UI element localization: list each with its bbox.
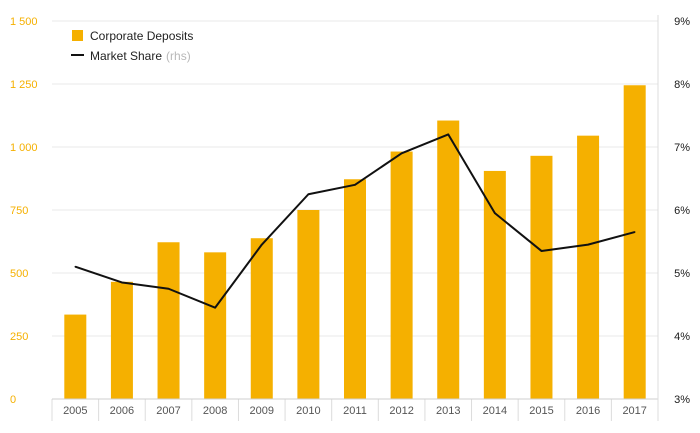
- bar-2017: [623, 85, 646, 399]
- y-left-tick-label: 0: [10, 394, 16, 406]
- y-right-tick-label: 8%: [674, 79, 690, 91]
- x-tick-label: 2015: [529, 405, 553, 417]
- y-left-tick-label: 1 500: [10, 16, 38, 28]
- bar-2007: [157, 242, 180, 399]
- bar-2015: [530, 155, 553, 399]
- left-y-axis: 0 250 500 750 1 000 1 250 1 500: [10, 16, 38, 406]
- y-right-tick-label: 5%: [674, 268, 690, 280]
- line-point-2005: [74, 265, 77, 268]
- line-point-2008: [214, 306, 216, 309]
- line-point-2006: [121, 281, 123, 284]
- line-series-market-share: [74, 133, 636, 309]
- line-point-2010: [307, 193, 310, 196]
- x-axis: 2005 2006 2007 2008 2009 2010 2011 2012 2013 2014…: [51, 15, 659, 421]
- y-left-tick-label: 750: [10, 205, 28, 217]
- x-tick-label: 2016: [576, 405, 600, 417]
- line-point-2016: [587, 243, 589, 246]
- bar-series-corporate-deposits: [64, 85, 646, 399]
- y-left-tick-label: 250: [10, 331, 28, 343]
- legend-series-suffix: (rhs): [166, 49, 191, 63]
- line-point-2011: [354, 184, 356, 186]
- bar-2012: [390, 151, 413, 399]
- x-tick-label: 2009: [250, 405, 274, 417]
- line-point-2017: [633, 231, 636, 233]
- x-tick-label: 2007: [156, 405, 180, 417]
- y-right-tick-label: 9%: [674, 16, 690, 28]
- bar-2011: [344, 179, 366, 399]
- y-right-tick-label: 4%: [674, 331, 690, 343]
- y-right-tick-label: 3%: [674, 394, 690, 406]
- line-point-2015: [540, 250, 543, 252]
- bar-2014: [483, 170, 506, 399]
- line-point-2014: [494, 212, 496, 214]
- x-tick-label: 2014: [483, 405, 507, 417]
- x-tick-label: 2011: [343, 405, 367, 417]
- legend-label-corporate-deposits: Corporate Deposits: [90, 29, 193, 43]
- x-tick-label: 2006: [110, 405, 134, 417]
- line-point-2012: [400, 152, 403, 155]
- y-left-tick-label: 500: [10, 268, 28, 280]
- y-left-tick-label: 1 250: [10, 79, 38, 91]
- x-tick-label: 2005: [63, 405, 87, 417]
- bar-2008: [204, 252, 227, 399]
- bar-2005: [64, 314, 87, 399]
- bar-2016: [577, 135, 600, 399]
- x-tick-label: 2013: [436, 405, 460, 417]
- legend-series-name: Market Share: [90, 49, 162, 63]
- line-point-2009: [260, 243, 263, 246]
- x-tick-label: 2010: [296, 405, 320, 417]
- bar-2013: [437, 120, 460, 399]
- right-y-axis: 3% 4% 5% 6% 7% 8% 9%: [674, 16, 690, 406]
- x-tick-label: 2017: [622, 405, 646, 417]
- line-point-2013: [447, 133, 450, 136]
- y-left-tick-label: 1 000: [10, 142, 38, 154]
- y-right-tick-label: 7%: [674, 142, 690, 154]
- x-tick-label: 2008: [203, 405, 227, 417]
- x-tick-label: 2012: [389, 405, 413, 417]
- bar-2010: [297, 210, 320, 399]
- y-right-tick-label: 6%: [674, 205, 690, 217]
- bar-2006: [110, 281, 133, 399]
- bar-2009: [250, 238, 273, 399]
- line-point-2007: [167, 287, 170, 290]
- legend-swatch-bar: [72, 30, 83, 41]
- legend-label-market-share: Market Share (rhs): [90, 49, 191, 63]
- legend: Corporate Deposits Market Share (rhs): [71, 29, 193, 63]
